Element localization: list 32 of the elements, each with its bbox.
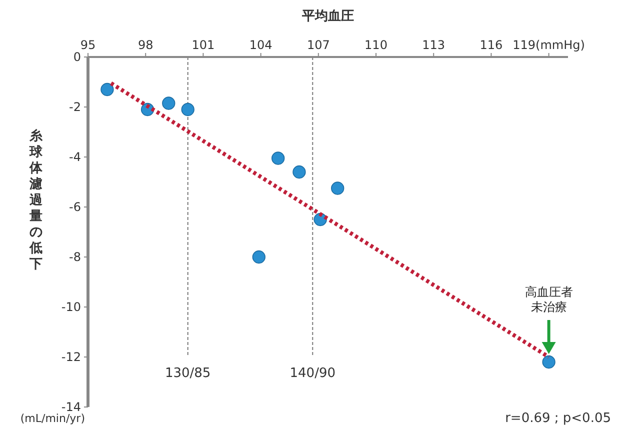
y-tick-label: -12: [61, 350, 81, 364]
y-tick-label: -2: [69, 100, 81, 114]
y-tick-label: -14: [61, 400, 81, 414]
annotation: 140/90: [290, 366, 336, 381]
point: [181, 102, 194, 116]
x-tick-label: 116: [480, 38, 503, 52]
x-tick-label: 98: [138, 38, 154, 52]
annotation: 130/85: [164, 366, 211, 381]
x-tick-label: 95: [80, 38, 96, 52]
point: [331, 182, 344, 195]
text: 糸球体濾過量の低下: [30, 129, 42, 272]
point: [292, 165, 306, 179]
point: [100, 82, 114, 96]
x-tick-label: 107: [306, 38, 330, 52]
x-axis-title: 平均血圧: [301, 9, 354, 24]
point: [252, 250, 266, 264]
text: r=0.69 ; p<0.05: [505, 411, 611, 426]
y-tick-label: -4: [69, 150, 81, 164]
y-tick-label: -10: [61, 300, 81, 314]
point: [272, 152, 285, 165]
y-tick-label: -6: [69, 200, 81, 214]
annotation: 高血圧者未治療: [524, 285, 573, 314]
x-tick-label: 101: [192, 38, 215, 52]
x-tick-label: 113: [422, 38, 446, 52]
point: [162, 96, 176, 110]
y-tick-label: 0: [73, 50, 81, 64]
x-tick-label: 104: [249, 38, 272, 52]
y-tick-label: -8: [69, 250, 81, 264]
x-tick-label: 119(mmHg): [512, 38, 585, 52]
text: (mL/min/yr): [20, 412, 85, 425]
point: [542, 355, 556, 369]
x-tick-label: 110: [364, 38, 388, 52]
